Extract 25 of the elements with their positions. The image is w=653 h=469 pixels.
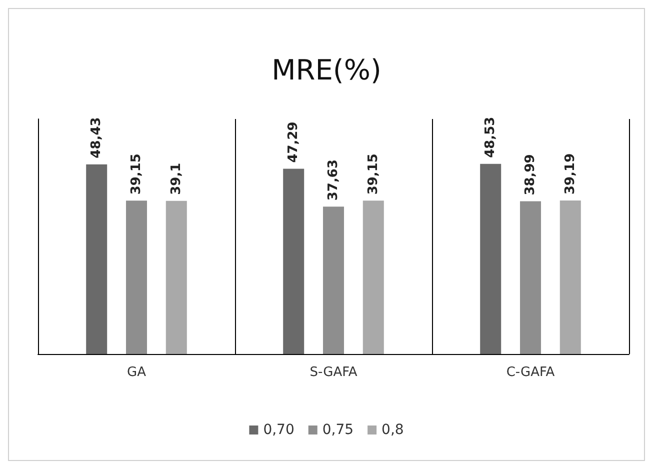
- data-label: 39,15: [129, 154, 144, 195]
- bar: [480, 164, 502, 354]
- data-label: 38,99: [523, 154, 538, 196]
- data-label: 48,43: [89, 117, 104, 158]
- data-label: 39,15: [366, 154, 381, 195]
- legend-label: 0,75: [322, 422, 354, 438]
- x-tick-label: C-GAFA: [506, 365, 555, 380]
- bar: [362, 200, 384, 354]
- bar: [166, 200, 187, 354]
- bar: [560, 200, 581, 354]
- data-label: 47,29: [286, 122, 302, 163]
- bar: [126, 200, 147, 354]
- bar: [520, 201, 541, 354]
- x-tick-label: S-GAFA: [310, 365, 358, 380]
- data-label: 48,53: [483, 116, 498, 158]
- legend-label: 0,8: [382, 422, 404, 438]
- data-label: 37,63: [326, 159, 341, 201]
- bar: [86, 164, 108, 354]
- data-label: 39,1: [168, 162, 184, 195]
- bar: [323, 206, 344, 354]
- bar: [283, 168, 304, 354]
- x-tick-label: GA: [127, 365, 146, 380]
- chart-title: MRE(%): [272, 54, 382, 86]
- data-label: 39,19: [562, 153, 578, 195]
- legend-label: 0,70: [263, 422, 294, 438]
